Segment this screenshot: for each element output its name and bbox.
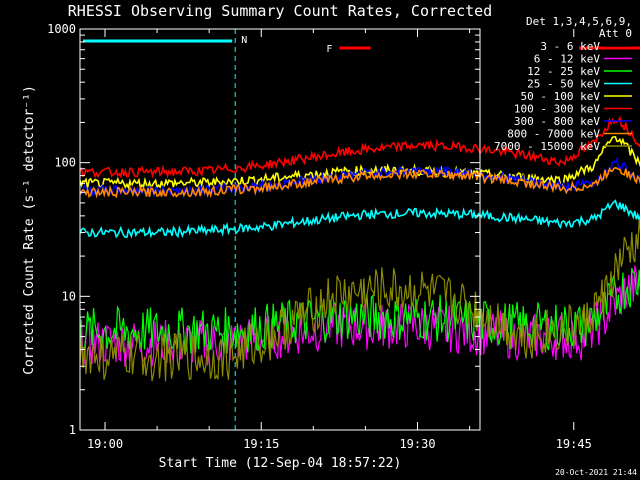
legend-entry-label: 6 - 12 keV [534, 53, 601, 66]
legend-entry-label: 300 - 800 keV [514, 115, 600, 128]
x-tick-label: 19:00 [87, 437, 123, 451]
night-label: N [241, 35, 247, 46]
y-tick-label: 10 [62, 289, 76, 303]
series-line [79, 136, 640, 191]
flare-label: F [326, 44, 332, 55]
y-tick-label: 100 [54, 156, 76, 170]
legend-entry-label: 7000 - 15000 keV [494, 140, 600, 153]
legend-entry-label: 800 - 7000 keV [507, 128, 600, 141]
x-tick-label: 19:15 [243, 437, 279, 451]
x-axis-label: Start Time (12-Sep-04 18:57:22) [159, 456, 402, 471]
series-line [79, 166, 640, 199]
legend-header: Det 1,3,4,5,6,9, [526, 15, 632, 28]
legend-entry-label: 100 - 300 keV [514, 103, 600, 116]
legend-entry-label: 50 - 100 keV [521, 90, 601, 103]
legend-entry-label: 12 - 25 keV [527, 65, 600, 78]
legend-entry-label: 25 - 50 keV [527, 78, 600, 91]
series-line [79, 268, 640, 355]
plot-frame [79, 28, 481, 431]
series-line [79, 219, 640, 382]
series-line [79, 115, 640, 179]
x-tick-label: 19:45 [556, 437, 592, 451]
legend-header: Att 0 [599, 27, 632, 40]
chart-title: RHESSI Observing Summary Count Rates, Co… [68, 2, 492, 20]
x-tick-label: 19:30 [399, 437, 435, 451]
legend-entry-label: 3 - 6 keV [540, 40, 600, 53]
y-tick-label: 1000 [47, 22, 76, 36]
series-line [79, 199, 640, 239]
series-line [80, 276, 640, 439]
y-axis-label: Corrected Count Rate (s⁻¹ detector⁻¹) [22, 85, 37, 375]
timestamp: 20-Oct-2021 21:44 [555, 468, 637, 477]
y-tick-label: 1 [69, 423, 76, 437]
